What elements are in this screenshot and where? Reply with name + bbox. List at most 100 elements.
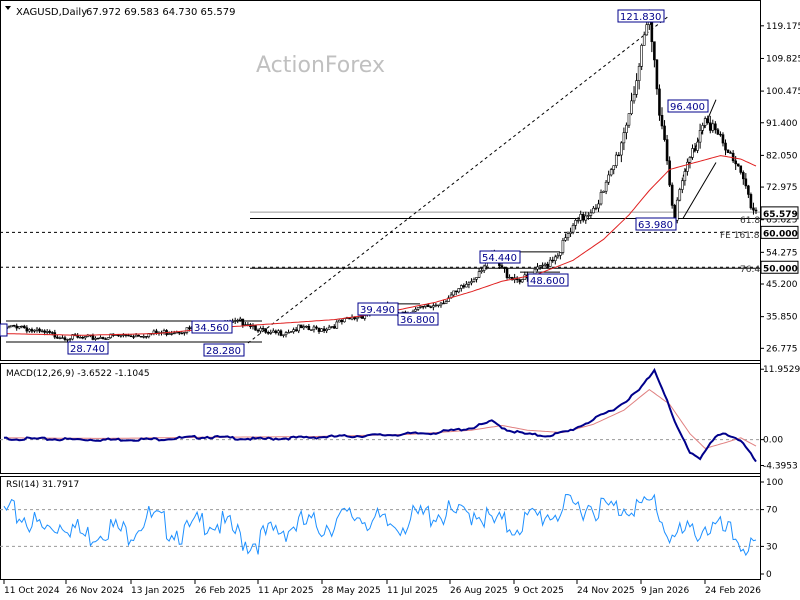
candle-body: [607, 174, 610, 183]
candle-body: [457, 288, 461, 293]
price-label-box: [191, 320, 233, 334]
candle-body: [307, 325, 311, 330]
candle-body: [660, 114, 664, 127]
channel-line-lower: [682, 162, 717, 219]
candle-body: [701, 125, 704, 131]
candle-body: [251, 325, 255, 328]
x-axis-label: 26 Feb 2025: [195, 586, 251, 596]
candle-body: [96, 337, 100, 340]
candle-body: [58, 337, 62, 340]
candle-body: [447, 297, 450, 302]
candle-body: [33, 329, 36, 332]
candle-body: [38, 328, 41, 332]
candle-body: [119, 335, 123, 337]
candle-body: [564, 237, 567, 241]
candle-body: [56, 336, 59, 339]
candle-body: [708, 122, 712, 131]
candle-body: [325, 328, 328, 332]
candle-body: [681, 180, 684, 190]
candle-body: [183, 332, 186, 334]
candle-body: [741, 172, 745, 180]
candle-body: [266, 332, 270, 334]
candle-body: [587, 215, 590, 217]
price-axis-label: 26.775: [766, 344, 798, 354]
price-axis-label: 54.275: [766, 248, 798, 258]
x-axis-label: 28 May 2025: [322, 586, 381, 596]
candle-body: [429, 306, 433, 308]
price-label-text: 121.830: [620, 12, 661, 23]
candle-body: [703, 118, 707, 126]
candle-body: [241, 318, 245, 326]
candle-body: [589, 212, 593, 216]
price-label-box-edge: [0, 323, 8, 337]
candle-body: [264, 328, 267, 333]
candle-body: [106, 337, 110, 340]
rsi-axis-label: 30: [766, 542, 778, 552]
candle-body: [627, 113, 631, 126]
candle-body: [551, 259, 555, 262]
price-label-text: 54.440: [482, 253, 517, 264]
candle-body: [724, 142, 727, 151]
candle-body: [124, 334, 128, 336]
watermark: ActionForex: [256, 53, 385, 78]
candle-body: [726, 149, 730, 153]
candle-body: [170, 333, 173, 335]
candle-body: [254, 325, 257, 331]
candle-body: [561, 240, 565, 253]
candle-body: [617, 154, 621, 157]
candle-body: [414, 309, 417, 312]
candle-body: [574, 219, 577, 226]
candle-body: [602, 190, 605, 193]
candle-body: [94, 337, 97, 340]
price-axis-label: 100.475: [766, 87, 800, 97]
fib-level-label: 61.8: [740, 216, 760, 226]
price-label-box: [479, 250, 521, 264]
candle-body: [40, 330, 44, 333]
level-tag-box: [760, 225, 799, 239]
trend-dashed-line: [247, 16, 669, 344]
candle-body: [747, 185, 750, 195]
candle-body: [43, 330, 46, 333]
candle-body: [71, 334, 74, 340]
candle-body: [236, 319, 240, 322]
candle-body: [109, 333, 113, 338]
price-layer: 121.830 96.400 54.440 63.980 48.600 39.490 36.…: [0, 9, 760, 357]
candle-body: [688, 157, 692, 163]
candle-body: [284, 332, 288, 336]
price-axis-label: 63.625: [766, 216, 798, 226]
candle-body: [683, 171, 687, 182]
rsi-panel-frame: [0, 476, 761, 580]
x-axis-label: 11 Oct 2024: [4, 586, 60, 596]
candle-body: [139, 336, 143, 338]
candle-body: [238, 318, 242, 321]
candle-body: [132, 336, 135, 338]
candle-body: [571, 225, 575, 233]
fib-level-label: 76.4: [740, 265, 760, 275]
candle-body: [185, 327, 189, 333]
candle-body: [180, 332, 184, 335]
candle-body: [317, 327, 321, 332]
candle-body: [736, 163, 740, 167]
candle-body: [442, 302, 445, 305]
candle-body: [233, 320, 237, 322]
candle-body: [294, 329, 298, 332]
candle-body: [642, 34, 646, 46]
candle-body: [559, 252, 562, 256]
rsi-layer: RSI(14) 31.7917: [0, 480, 760, 557]
candle-body: [20, 325, 24, 328]
candle-body: [188, 327, 191, 330]
candle-body: [320, 328, 323, 332]
candle-body: [25, 327, 29, 332]
candle-body: [7, 326, 11, 329]
candle-body: [538, 265, 542, 268]
candle-body: [719, 133, 722, 136]
candle-body: [104, 338, 107, 340]
candle-body: [454, 290, 458, 293]
candle-body: [437, 304, 440, 307]
candle-body: [343, 318, 346, 323]
candle-body: [721, 134, 725, 144]
candle-body: [465, 284, 468, 288]
candle-body: [99, 337, 102, 339]
candle-body: [426, 304, 430, 308]
candle-body: [729, 152, 732, 154]
